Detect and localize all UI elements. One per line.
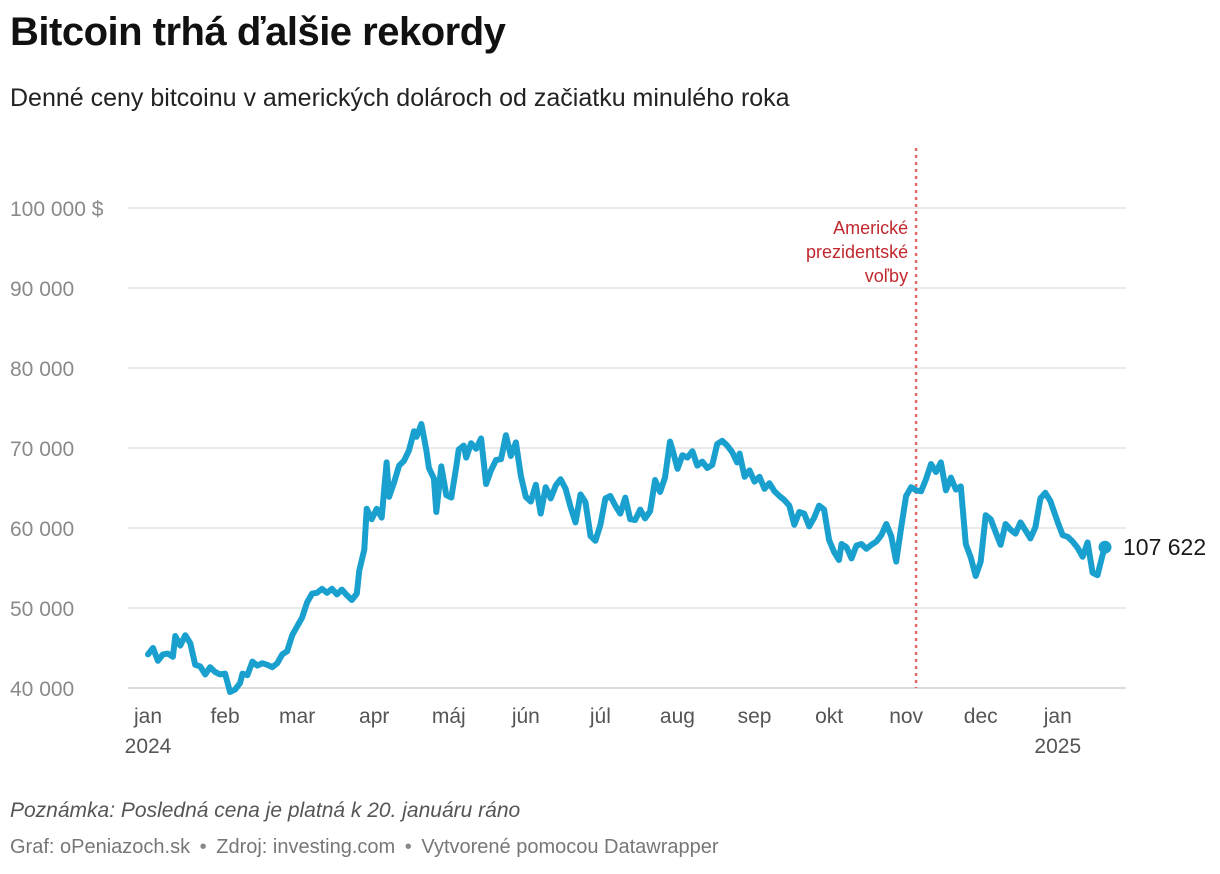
credit-graf: Graf: oPeniazoch.sk	[10, 836, 191, 858]
y-tick-label: 90 000	[10, 278, 74, 301]
credit-tool: Vytvorené pomocou Datawrapper	[421, 836, 719, 858]
chart-title: Bitcoin trhá ďalšie rekordy	[10, 10, 506, 54]
x-axis: jan 2024 feb mar apr máj jún júl aug sep okt nov dec…	[125, 705, 1081, 758]
last-price-label: 107 622	[1123, 534, 1206, 560]
x-tick-label: feb	[210, 705, 239, 728]
grid-layer: 40 000 50 000 60 000 70 000 80 000 90 000 100 …	[10, 198, 1126, 701]
credit-source: Zdroj: investing.com	[216, 836, 396, 858]
x-tick-year: 2025	[1034, 735, 1081, 758]
line-layer: 107 622	[145, 421, 1206, 695]
election-annotation-label: voľby	[865, 266, 908, 286]
credit-separator: •	[199, 836, 207, 858]
x-tick-label: sep	[738, 705, 772, 728]
last-price-dot	[1098, 540, 1112, 554]
x-tick-label: jan	[133, 705, 162, 728]
bitcoin-price-chart: 40 000 50 000 60 000 70 000 80 000 90 000 100 …	[10, 148, 1206, 758]
annotation-layer: Americké prezidentské voľby	[806, 148, 918, 688]
y-tick-label: 60 000	[10, 518, 74, 541]
x-tick-label: dec	[964, 705, 998, 728]
y-tick-label: 80 000	[10, 358, 74, 381]
x-tick-label: apr	[359, 705, 389, 728]
credit-separator: •	[404, 836, 412, 858]
election-annotation-label: Americké	[833, 218, 908, 238]
x-tick-label: júl	[589, 705, 611, 728]
x-tick-year: 2024	[125, 735, 172, 758]
x-tick-label: mar	[279, 705, 315, 728]
y-tick-label: 100 000 $	[10, 198, 104, 221]
y-tick-label: 50 000	[10, 598, 74, 621]
chart-credits: Graf: oPeniazoch.sk • Zdroj: investing.c…	[10, 836, 719, 859]
x-tick-label: máj	[432, 705, 466, 728]
y-tick-label: 40 000	[10, 678, 74, 701]
x-tick-label: okt	[815, 705, 843, 728]
x-tick-label: aug	[660, 705, 695, 728]
x-tick-label: jan	[1043, 705, 1072, 728]
x-tick-label: nov	[889, 705, 923, 728]
x-tick-label: jún	[511, 705, 540, 728]
chart-note: Poznámka: Posledná cena je platná k 20. …	[10, 799, 521, 822]
chart-subtitle: Denné ceny bitcoinu v amerických dolároc…	[10, 84, 790, 112]
y-tick-label: 70 000	[10, 438, 74, 461]
election-annotation-label: prezidentské	[806, 242, 908, 262]
bitcoin-price-line	[145, 421, 1108, 695]
